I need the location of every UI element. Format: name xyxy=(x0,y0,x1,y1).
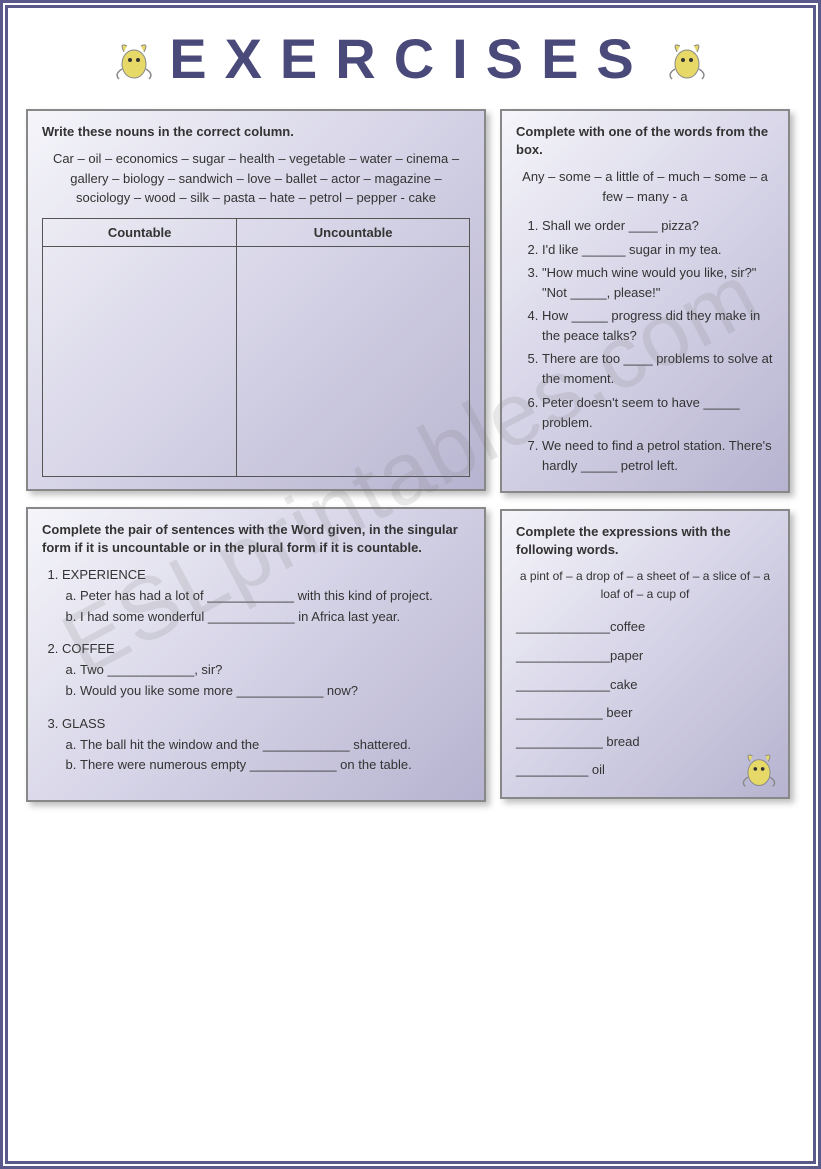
box3-list: EXPERIENCE Peter has had a lot of ______… xyxy=(42,565,470,776)
box2-q4: How _____ progress did they make in the … xyxy=(542,306,774,346)
uncountable-cell[interactable] xyxy=(237,246,470,476)
box3-word-3: GLASS xyxy=(62,716,105,731)
box4-w5: bread xyxy=(606,734,639,749)
left-column: Write these nouns in the correct column.… xyxy=(26,109,486,802)
box2-q6: Peter doesn't seem to have _____ problem… xyxy=(542,393,774,433)
box4-w6: oil xyxy=(592,762,605,777)
box3-3a: The ball hit the window and the ________… xyxy=(80,735,470,756)
header: EXERCISES xyxy=(26,26,795,91)
exercise-box-1: Write these nouns in the correct column.… xyxy=(26,109,486,491)
box2-q7: We need to find a petrol station. There'… xyxy=(542,436,774,476)
box3-2a: Two ____________, sir? xyxy=(80,660,470,681)
box4-line-2: _____________paper xyxy=(516,642,774,671)
box3-item-1: EXPERIENCE Peter has had a lot of ______… xyxy=(62,565,470,627)
box2-q1: Shall we order ____ pizza? xyxy=(542,216,774,236)
box2-list: Shall we order ____ pizza? I'd like ____… xyxy=(516,216,774,476)
right-column: Complete with one of the words from the … xyxy=(500,109,790,802)
page-title: EXERCISES xyxy=(169,26,652,91)
box2-instruction: Complete with one of the words from the … xyxy=(516,123,774,159)
box2-q2: I'd like ______ sugar in my tea. xyxy=(542,240,774,260)
content-area: Write these nouns in the correct column.… xyxy=(26,109,795,802)
exercise-box-3: Complete the pair of sentences with the … xyxy=(26,507,486,803)
box4-words: a pint of – a drop of – a sheet of – a s… xyxy=(516,567,774,603)
box2-words: Any – some – a little of – much – some –… xyxy=(516,167,774,206)
box3-1a: Peter has had a lot of ____________ with… xyxy=(80,586,470,607)
box2-q3: "How much wine would you like, sir?" "No… xyxy=(542,263,774,303)
box3-item-3: GLASS The ball hit the window and the __… xyxy=(62,714,470,776)
box4-w4: beer xyxy=(606,705,632,720)
col-header-countable: Countable xyxy=(43,218,237,246)
box3-word-1: EXPERIENCE xyxy=(62,567,146,582)
box1-instruction: Write these nouns in the correct column. xyxy=(42,123,470,141)
exercise-box-2: Complete with one of the words from the … xyxy=(500,109,790,493)
worksheet-page: ESLprintables.com EXERCISES Write these … xyxy=(0,0,821,1169)
mascot-left-icon xyxy=(109,34,159,84)
countable-table: Countable Uncountable xyxy=(42,218,470,477)
box3-instruction: Complete the pair of sentences with the … xyxy=(42,521,470,557)
box3-word-2: COFFEE xyxy=(62,641,115,656)
box4-w2: paper xyxy=(610,648,643,663)
box4-line-1: _____________coffee xyxy=(516,613,774,642)
exercise-box-4: Complete the expressions with the follow… xyxy=(500,509,790,799)
col-header-uncountable: Uncountable xyxy=(237,218,470,246)
countable-cell[interactable] xyxy=(43,246,237,476)
box3-1b: I had some wonderful ____________ in Afr… xyxy=(80,607,470,628)
box4-w1: coffee xyxy=(610,619,645,634)
box2-q5: There are too ____ problems to solve at … xyxy=(542,349,774,389)
box4-instruction: Complete the expressions with the follow… xyxy=(516,523,774,559)
mascot-corner-icon xyxy=(736,745,782,791)
box3-3b: There were numerous empty ____________ o… xyxy=(80,755,470,776)
mascot-right-icon xyxy=(662,34,712,84)
box3-2b: Would you like some more ____________ no… xyxy=(80,681,470,702)
box4-w3: cake xyxy=(610,677,637,692)
box4-line-3: _____________cake xyxy=(516,671,774,700)
box1-words: Car – oil – economics – sugar – health –… xyxy=(42,149,470,208)
box4-line-4: ____________ beer xyxy=(516,699,774,728)
box3-item-2: COFFEE Two ____________, sir? Would you … xyxy=(62,639,470,701)
